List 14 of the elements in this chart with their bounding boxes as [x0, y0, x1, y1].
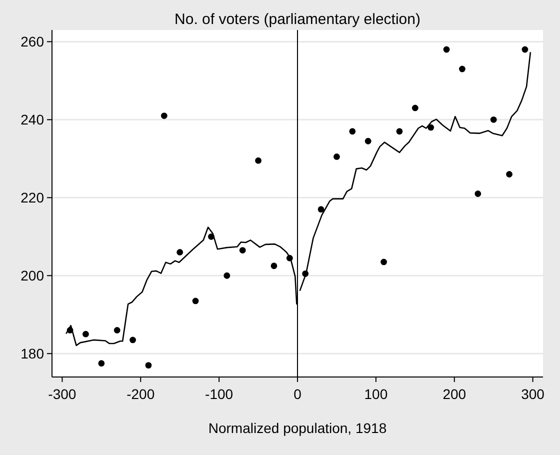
y-tick-label: 180: [20, 346, 44, 362]
x-tick-label: 0: [294, 386, 302, 402]
y-tick-label: 260: [20, 34, 44, 50]
x-tick-label: 100: [364, 386, 388, 402]
y-tick-label: 200: [20, 268, 44, 284]
x-tick-label: -100: [205, 386, 234, 402]
y-tick-label: 240: [20, 112, 44, 128]
x-tick-label: 200: [442, 386, 466, 402]
x-tick-label: 300: [521, 386, 545, 402]
x-tick-label: -300: [48, 386, 76, 402]
chart-title: No. of voters (parliamentary election): [174, 11, 420, 28]
x-tick-label: -200: [126, 386, 155, 402]
x-axis-title: Normalized population, 1918: [208, 420, 387, 436]
y-tick-label: 220: [20, 190, 44, 206]
